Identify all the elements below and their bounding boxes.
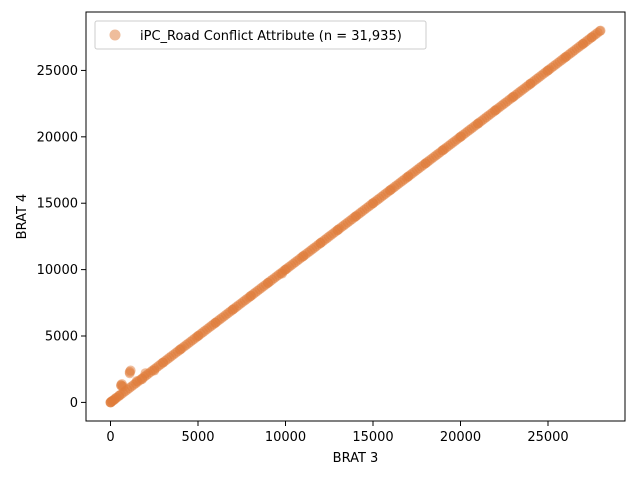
data-point [525, 78, 536, 89]
x-tick-label: 5000 [181, 430, 214, 445]
data-point [508, 91, 518, 102]
x-tick-label: 10000 [265, 430, 306, 445]
data-point [158, 357, 168, 368]
data-point [560, 52, 571, 63]
legend-box [94, 20, 427, 50]
data-point [385, 184, 396, 195]
x-tick-label: 25000 [527, 430, 568, 445]
data-point [298, 251, 308, 262]
points-layer [105, 25, 606, 408]
data-point [350, 211, 361, 222]
data-point [137, 374, 147, 385]
data-point [263, 277, 273, 288]
data-point [595, 25, 606, 36]
data-point [193, 331, 203, 342]
x-tick-label: 20000 [440, 430, 481, 445]
data-point [114, 390, 125, 401]
data-point [333, 224, 343, 235]
legend: iPC_Road Conflict Attribute (n = 31,935) [94, 20, 427, 50]
x-axis-ticks: 0 5000 10000 15000 20000 25000 [106, 421, 569, 445]
data-point [228, 304, 238, 315]
y-tick-label: 15000 [37, 197, 78, 212]
y-tick-label: 20000 [37, 130, 78, 145]
data-point [455, 131, 466, 142]
data-point [420, 158, 431, 169]
data-point [490, 105, 501, 116]
y-tick-label: 10000 [37, 263, 78, 278]
data-point [543, 65, 553, 76]
x-axis-label: BRAT 3 [333, 451, 379, 466]
data-point [438, 145, 448, 156]
data-point [210, 317, 221, 328]
y-tick-label: 25000 [37, 64, 78, 79]
data-point [245, 291, 256, 302]
data-point [149, 365, 160, 376]
y-tick-label: 0 [70, 396, 78, 411]
legend-marker-icon [109, 29, 121, 41]
y-axis-label: BRAT 4 [15, 194, 30, 240]
data-point [315, 238, 326, 249]
data-point [124, 368, 135, 379]
y-axis-ticks: 0 5000 10000 15000 20000 25000 [37, 64, 86, 411]
data-point [578, 38, 588, 49]
data-point [280, 264, 291, 275]
data-point [117, 381, 128, 392]
x-tick-label: 15000 [352, 430, 393, 445]
x-tick-label: 0 [106, 430, 114, 445]
data-point [368, 198, 378, 209]
data-point [586, 32, 597, 43]
y-tick-label: 5000 [45, 330, 78, 345]
data-point [403, 171, 413, 182]
data-point [473, 118, 483, 129]
legend-label: iPC_Road Conflict Attribute (n = 31,935) [140, 29, 402, 44]
plot-frame [85, 11, 626, 422]
data-point [175, 344, 186, 355]
